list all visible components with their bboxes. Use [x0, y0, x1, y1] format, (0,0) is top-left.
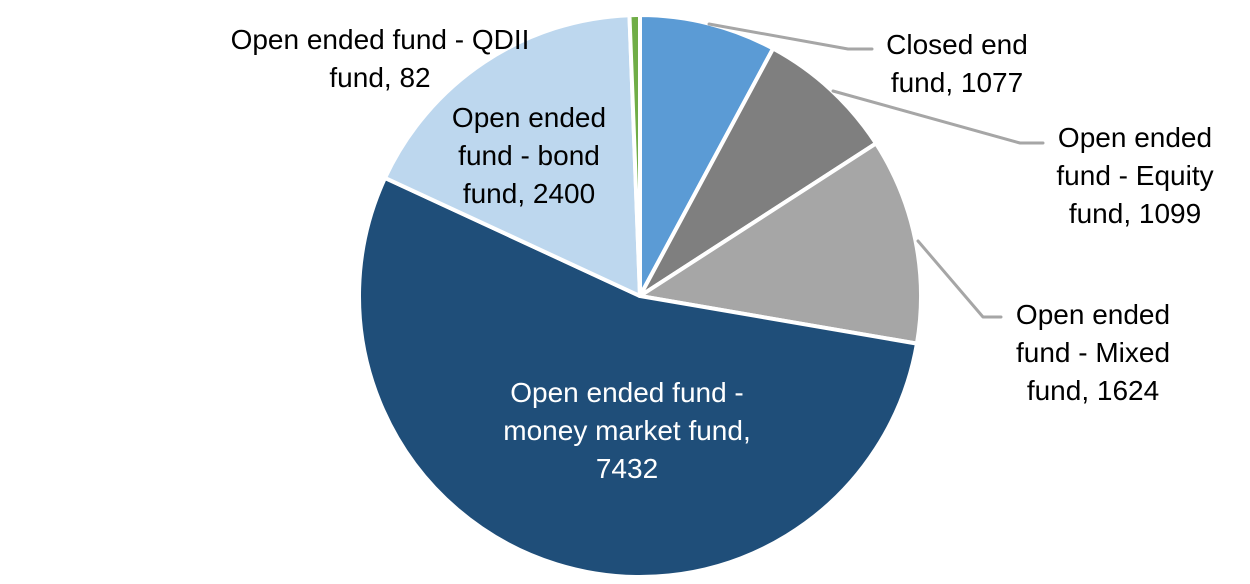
leader-line-mixed-fund [916, 239, 1003, 319]
pie-slice-money-market-fund [357, 175, 919, 579]
pie-slice-mixed-fund [638, 141, 923, 346]
data-label-line: 7432 [595, 453, 659, 484]
data-label-line: fund - bond [458, 140, 600, 171]
data-label-qdii-fund: Open ended fund - QDII fund, 82 [231, 21, 530, 97]
leader-line-equity-fund [831, 89, 1045, 145]
pie-slice-qdii-fund [627, 13, 642, 298]
pie-slice-equity-fund [638, 46, 878, 298]
leader-line-closed-end-fund [707, 22, 874, 51]
data-label-line: money market fund, [503, 415, 751, 446]
pie-slice-bond-fund [383, 13, 642, 298]
data-label-line: fund, 2400 [462, 178, 596, 209]
data-label-line: Closed end [886, 29, 1028, 60]
data-label-line: fund, 82 [329, 62, 431, 93]
data-label-line: fund, 1077 [890, 67, 1024, 98]
data-label-equity-fund: Open ended fund - Equity fund, 1099 [1056, 119, 1213, 233]
data-label-line: Open ended fund - QDII [230, 24, 530, 55]
data-label-line: Open ended fund - [510, 377, 744, 408]
data-label-money-market-fund: Open ended fund - money market fund, 743… [503, 374, 750, 488]
data-label-bond-fund: Open ended fund - bond fund, 2400 [452, 99, 606, 213]
data-label-line: Open ended [1057, 122, 1213, 153]
data-label-line: fund, 1624 [1026, 375, 1160, 406]
data-label-mixed-fund: Open ended fund - Mixed fund, 1624 [1016, 296, 1170, 410]
data-label-line: Open ended [451, 102, 607, 133]
data-label-closed-end-fund: Closed end fund, 1077 [886, 26, 1028, 102]
data-label-line: fund - Equity [1056, 160, 1214, 191]
data-label-line: fund - Mixed [1015, 337, 1171, 368]
data-label-line: Open ended [1015, 299, 1171, 330]
data-label-line: fund, 1099 [1068, 198, 1202, 229]
